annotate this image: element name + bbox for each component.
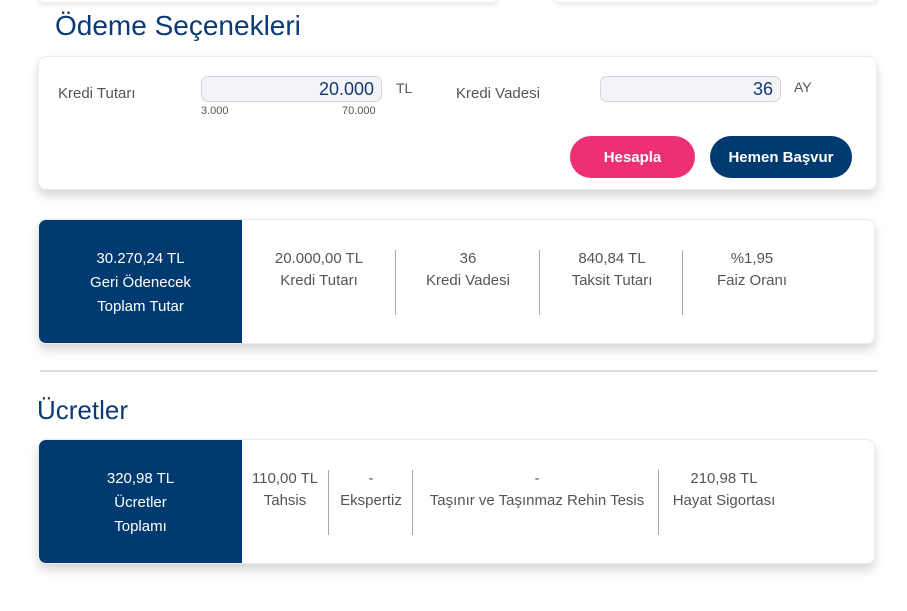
summary-card: 30.270,24 TL Geri Ödenecek Toplam Tutar … <box>38 219 875 344</box>
fees-card: 320,98 TL Ücretler Toplamı 110,00 TL Tahs… <box>38 439 875 564</box>
amount-label: Kredi Tutarı <box>58 85 136 102</box>
section-divider <box>40 370 877 372</box>
item-label: Tahsis <box>263 492 307 509</box>
amount-max: 70.000 <box>342 105 376 117</box>
fees-title: Ücretler <box>37 395 129 425</box>
fees-total-label-1: Ücretler <box>114 494 167 511</box>
item-label: Faiz Oranı <box>716 272 788 289</box>
calculate-button[interactable]: Hesapla <box>570 136 695 178</box>
summary-item: 36 Kredi Vadesi <box>426 248 510 292</box>
item-value: 36 <box>459 250 477 267</box>
divider <box>395 250 396 315</box>
item-value: 840,84 TL <box>578 250 646 267</box>
fee-item: - Taşınır ve Taşınmaz Rehin Tesis <box>430 468 645 512</box>
item-value: - <box>368 470 374 487</box>
total-label-1: Geri Ödenecek <box>90 274 191 291</box>
divider <box>328 470 329 535</box>
amount-unit: TL <box>396 80 413 96</box>
divider <box>539 250 540 315</box>
divider <box>682 250 683 315</box>
fees-total-value: 320,98 TL <box>106 470 175 487</box>
term-label: Kredi Vadesi <box>456 85 540 102</box>
item-value: - <box>534 470 540 487</box>
total-label-2: Toplam Tutar <box>97 298 184 315</box>
summary-item: 20.000,00 TL Kredi Tutarı <box>275 248 363 292</box>
item-label: Hayat Sigortası <box>672 492 776 509</box>
item-label: Kredi Vadesi <box>426 272 510 289</box>
apply-button[interactable]: Hemen Başvur <box>710 136 852 178</box>
fee-item: - Ekspertiz <box>340 468 402 512</box>
amount-min: 3.000 <box>201 105 229 117</box>
divider <box>658 470 659 535</box>
term-unit: AY <box>794 79 812 95</box>
loan-form-card: Kredi Tutarı 20.000 TL 3.000 70.000 Kred… <box>38 56 877 190</box>
fee-item: 110,00 TL Tahsis <box>252 468 318 512</box>
previous-card-left <box>38 0 498 2</box>
item-value: 20.000,00 TL <box>274 250 364 267</box>
fee-item: 210,98 TL Hayat Sigortası <box>673 468 776 512</box>
previous-card-right <box>553 0 877 2</box>
item-label: Taşınır ve Taşınmaz Rehin Tesis <box>429 492 645 509</box>
amount-input[interactable]: 20.000 <box>201 76 382 102</box>
item-value: 210,98 TL <box>690 470 758 487</box>
item-label: Kredi Tutarı <box>280 272 358 289</box>
item-value: %1,95 <box>730 250 774 267</box>
divider <box>412 470 413 535</box>
total-repayment: 30.270,24 TL Geri Ödenecek Toplam Tutar <box>39 220 242 343</box>
summary-item: 840,84 TL Taksit Tutarı <box>572 248 653 292</box>
item-label: Ekspertiz <box>340 492 402 509</box>
fees-total: 320,98 TL Ücretler Toplamı <box>39 440 242 563</box>
summary-item: %1,95 Faiz Oranı <box>717 248 787 292</box>
item-value: 110,00 TL <box>251 470 319 487</box>
total-value: 30.270,24 TL <box>96 250 185 267</box>
fees-total-label-2: Toplamı <box>114 518 167 535</box>
page-title: Ödeme Seçenekleri <box>55 10 301 41</box>
item-label: Taksit Tutarı <box>571 272 653 289</box>
term-input[interactable]: 36 <box>600 76 781 102</box>
